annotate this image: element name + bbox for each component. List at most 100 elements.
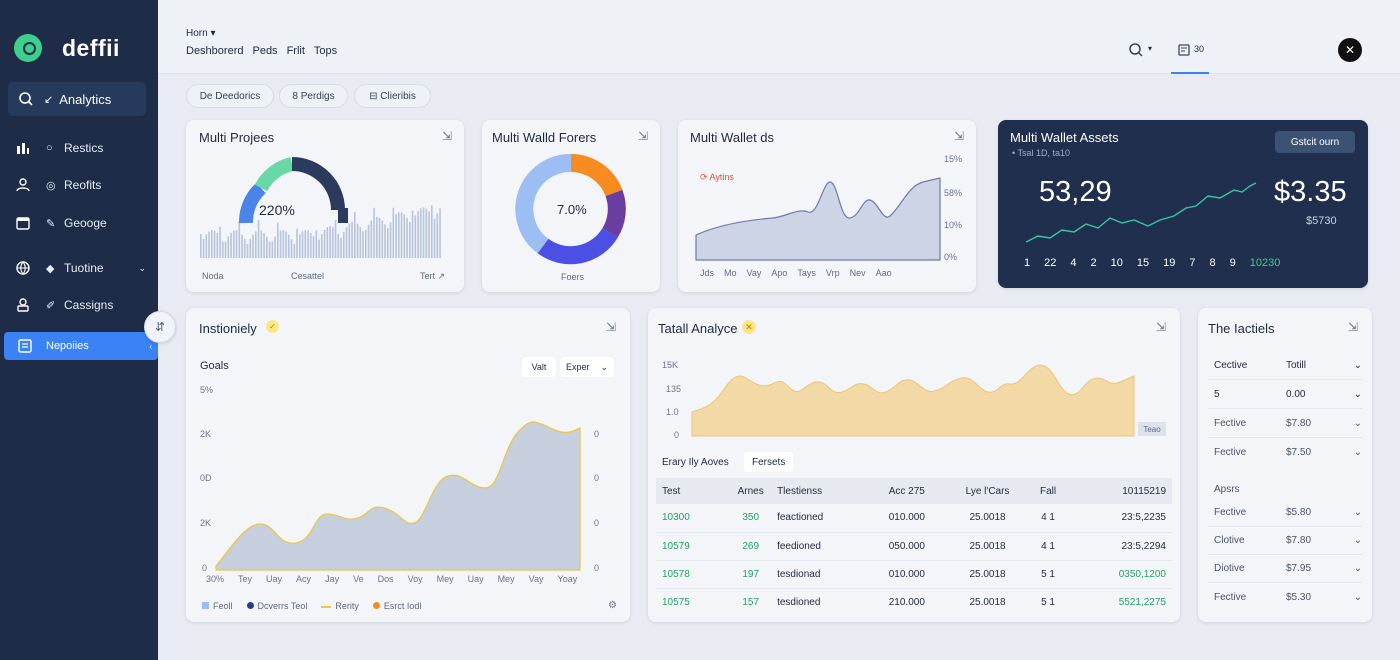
table-row[interactable]: 10575 157 tesdioned 210.000 25.0018 5 1 … <box>656 588 1172 616</box>
expand-icon[interactable]: ⇲ <box>441 129 452 143</box>
sidebar-item-analytics[interactable]: ↙ Analytics <box>8 82 146 116</box>
tab-notes[interactable]: 30 <box>1171 38 1209 74</box>
column-header[interactable]: 10115219 <box>1122 485 1166 497</box>
nav-peds[interactable]: Peds <box>252 45 278 57</box>
list-header: Cective Totill ⌄ <box>1208 352 1362 380</box>
filter-chip-1[interactable]: De Deedorics <box>186 84 274 108</box>
table-row[interactable]: 10578 197 tesdionad 010.000 25.0018 5 1 … <box>656 560 1172 588</box>
list-item[interactable]: Fective $5.30 ⌄ <box>1208 583 1362 611</box>
expand-icon[interactable]: ⇲ <box>1347 320 1358 334</box>
bar <box>384 224 386 258</box>
column-header[interactable]: Test <box>662 485 681 497</box>
y-tick: 0 <box>594 518 600 528</box>
tab-primary[interactable]: Erary Ily Aoves <box>662 457 729 468</box>
x-tick: Vrp <box>825 268 840 278</box>
chevron-down-icon[interactable]: ⌄ <box>1353 447 1362 458</box>
filter-chip-2[interactable]: 8 Perdigs <box>279 84 348 108</box>
sidebar-item-restics[interactable]: ○ Restics <box>16 141 150 155</box>
table-cell: 010.000 <box>888 568 925 580</box>
nav-frlit[interactable]: Frlit <box>286 45 305 57</box>
table-cell: 269 <box>742 540 760 552</box>
x-tick: Vay <box>746 268 762 278</box>
export-dropdown[interactable]: Exper ⌄ <box>560 357 614 377</box>
bar <box>255 231 257 258</box>
chevron-down-icon[interactable]: ▾ <box>1148 44 1153 53</box>
nav-tops[interactable]: Tops <box>313 45 338 57</box>
column-header[interactable]: Arnes <box>737 485 764 497</box>
bar <box>235 230 238 258</box>
chevron-down-icon[interactable]: ⌄ <box>1353 563 1362 574</box>
expand-icon[interactable]: ⇲ <box>605 320 616 334</box>
tab-secondary[interactable]: Fersets <box>744 452 794 472</box>
list-item[interactable]: Diotive $7.95 ⌄ <box>1208 555 1362 583</box>
top-nav: Deshborerd Peds Frlit Tops <box>186 45 337 57</box>
column-header[interactable]: Tlestienss <box>777 485 823 497</box>
bar <box>293 243 296 258</box>
note-icon <box>1178 44 1190 56</box>
list-item[interactable]: Clotive $7.80 ⌄ <box>1208 527 1362 555</box>
y-tick: 15K <box>662 360 679 370</box>
chevron-down-icon[interactable]: ⌄ <box>1353 507 1362 518</box>
table-row[interactable]: 10579 269 feedioned 050.000 25.0018 4 1 … <box>656 532 1172 560</box>
sidebar-item-label: Analytics <box>59 91 112 107</box>
app-logo[interactable]: deffii <box>14 34 120 62</box>
expand-icon[interactable]: ⇲ <box>1155 320 1166 334</box>
search-icon[interactable] <box>1128 42 1144 58</box>
dropdown-label: Exper <box>566 362 590 372</box>
list-item-value: 0.00 <box>1286 388 1306 400</box>
expand-icon[interactable]: ⇲ <box>953 129 964 143</box>
bar <box>323 229 326 258</box>
breadcrumb[interactable]: Horn ▾ <box>186 28 216 39</box>
sidebar-item-geooge[interactable]: ✎ Geooge <box>16 216 150 230</box>
y-tick: 2K <box>200 429 212 439</box>
column-header[interactable]: Acc 275 <box>888 485 925 497</box>
people-icon <box>16 178 30 192</box>
chevron-down-icon[interactable]: ⌄ <box>1353 388 1362 400</box>
table-cell: 23:5,2294 <box>1121 540 1167 552</box>
chevron-down-icon[interactable]: ⌄ <box>1353 417 1362 429</box>
chevron-down-icon[interactable]: ⌄ <box>1353 591 1362 603</box>
bar <box>279 230 282 258</box>
table-header-row: Test Arnes Tlestienss Acc 275 Lye l'Cars… <box>656 478 1172 504</box>
settings-icon[interactable]: ⚙ <box>608 600 617 611</box>
bar <box>224 241 227 258</box>
list-item-value: $5.80 <box>1286 507 1312 518</box>
sidebar-item-reofits[interactable]: ◎ Reofits <box>16 178 150 192</box>
table-cell: 4 1 <box>1041 540 1055 552</box>
bar <box>227 236 230 258</box>
donut-purple-segment <box>602 189 626 238</box>
assets-action-button[interactable]: Gstcit ourn <box>1275 131 1355 153</box>
collapse-sidebar-button[interactable]: ⇵ <box>144 311 176 343</box>
chevron-down-icon[interactable]: ⌄ <box>1353 535 1362 546</box>
wallet-forces-card: Multi Walld Forers ⇲ 7.0% Foers <box>482 120 660 292</box>
view-button[interactable]: Valt <box>522 357 556 377</box>
nav-dashboard[interactable]: Deshborerd <box>186 45 244 57</box>
sidebar-item-cassigns[interactable]: ✐ Cassigns <box>16 298 150 312</box>
x-tick: 4 <box>1070 257 1077 269</box>
bar <box>304 230 307 258</box>
column-header[interactable]: Cective <box>1214 360 1248 371</box>
chevron-down-icon[interactable]: ⌄ <box>138 262 146 273</box>
close-icon[interactable]: ✕ <box>1338 38 1362 62</box>
list-item[interactable]: Fective $7.80 ⌄ <box>1208 409 1362 438</box>
y-tick: 0 <box>594 473 600 483</box>
bar <box>398 212 400 258</box>
list-item[interactable]: Fective $7.50 ⌄ <box>1208 438 1362 467</box>
bar <box>406 217 408 258</box>
x-tick: Yoay <box>557 574 578 584</box>
x-tick: 8 <box>1209 257 1216 269</box>
x-tick: Tey <box>238 574 253 584</box>
sidebar-item-selected[interactable]: Nepoiies ‹ <box>4 332 158 360</box>
column-header[interactable]: Totill <box>1286 360 1307 371</box>
bar <box>315 230 318 258</box>
sidebar-item-tuotine[interactable]: ◆ Tuotine ⌄ <box>16 261 150 275</box>
column-header[interactable]: Lye l'Cars <box>965 485 1010 497</box>
list-item[interactable]: Fective $5.80 ⌄ <box>1208 499 1362 527</box>
table-row[interactable]: 10300 350 feactioned 010.000 25.0018 4 1… <box>656 504 1172 532</box>
list-item[interactable]: 5 0.00 ⌄ <box>1208 380 1362 409</box>
column-header[interactable]: Fall <box>1039 485 1057 497</box>
expand-icon[interactable]: ⇲ <box>637 129 648 143</box>
chevron-down-icon[interactable]: ⌄ <box>1353 360 1362 371</box>
bar <box>257 220 260 258</box>
filter-chip-3[interactable]: ⊟ Clieribis <box>354 84 431 108</box>
